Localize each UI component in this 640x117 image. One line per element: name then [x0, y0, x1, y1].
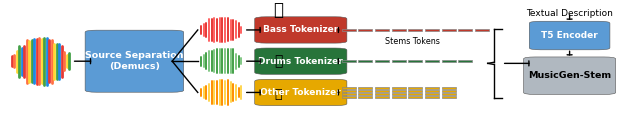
FancyBboxPatch shape [358, 60, 372, 62]
FancyBboxPatch shape [408, 93, 422, 95]
Text: T5 Encoder: T5 Encoder [541, 31, 598, 40]
Text: 🎸: 🎸 [273, 1, 284, 19]
FancyBboxPatch shape [425, 96, 439, 98]
FancyBboxPatch shape [375, 87, 389, 89]
Text: Other Tokenizer: Other Tokenizer [260, 88, 341, 97]
FancyBboxPatch shape [358, 96, 372, 98]
Text: Stems Tokens: Stems Tokens [385, 37, 440, 46]
FancyBboxPatch shape [392, 29, 406, 31]
FancyBboxPatch shape [375, 96, 389, 98]
FancyBboxPatch shape [375, 93, 389, 95]
FancyBboxPatch shape [358, 90, 372, 92]
FancyBboxPatch shape [392, 93, 406, 95]
FancyBboxPatch shape [255, 79, 347, 106]
FancyBboxPatch shape [442, 29, 456, 31]
Text: Drums Tokenizer: Drums Tokenizer [259, 57, 343, 66]
Text: Source Separation
(Demucs): Source Separation (Demucs) [85, 51, 184, 71]
FancyBboxPatch shape [392, 87, 406, 89]
FancyBboxPatch shape [392, 60, 406, 62]
FancyBboxPatch shape [375, 60, 389, 62]
FancyBboxPatch shape [342, 96, 356, 98]
FancyBboxPatch shape [255, 17, 347, 43]
FancyBboxPatch shape [425, 87, 439, 89]
FancyBboxPatch shape [475, 29, 489, 31]
FancyBboxPatch shape [392, 96, 406, 98]
FancyBboxPatch shape [529, 21, 610, 50]
FancyBboxPatch shape [358, 93, 372, 95]
FancyBboxPatch shape [408, 96, 422, 98]
FancyBboxPatch shape [458, 29, 472, 31]
FancyBboxPatch shape [442, 60, 456, 62]
FancyBboxPatch shape [408, 87, 422, 89]
FancyBboxPatch shape [85, 30, 184, 92]
FancyBboxPatch shape [255, 48, 347, 74]
FancyBboxPatch shape [342, 87, 356, 89]
FancyBboxPatch shape [524, 57, 616, 94]
FancyBboxPatch shape [342, 90, 356, 92]
FancyBboxPatch shape [342, 93, 356, 95]
FancyBboxPatch shape [442, 87, 456, 89]
FancyBboxPatch shape [425, 93, 439, 95]
Text: Textual Description: Textual Description [526, 9, 613, 18]
FancyBboxPatch shape [375, 29, 389, 31]
FancyBboxPatch shape [358, 29, 372, 31]
FancyBboxPatch shape [408, 90, 422, 92]
FancyBboxPatch shape [408, 60, 422, 62]
FancyBboxPatch shape [408, 29, 422, 31]
FancyBboxPatch shape [425, 90, 439, 92]
FancyBboxPatch shape [358, 87, 372, 89]
FancyBboxPatch shape [442, 93, 456, 95]
FancyBboxPatch shape [375, 90, 389, 92]
Text: Bass Tokenizer: Bass Tokenizer [263, 26, 339, 34]
FancyBboxPatch shape [425, 60, 439, 62]
FancyBboxPatch shape [392, 90, 406, 92]
FancyBboxPatch shape [342, 29, 356, 31]
Text: MusicGen-Stem: MusicGen-Stem [528, 71, 611, 80]
Text: 🥁: 🥁 [274, 54, 283, 68]
Text: 🎹: 🎹 [275, 88, 282, 101]
FancyBboxPatch shape [442, 90, 456, 92]
FancyBboxPatch shape [442, 96, 456, 98]
FancyBboxPatch shape [458, 60, 472, 62]
FancyBboxPatch shape [425, 29, 439, 31]
FancyBboxPatch shape [342, 60, 356, 62]
